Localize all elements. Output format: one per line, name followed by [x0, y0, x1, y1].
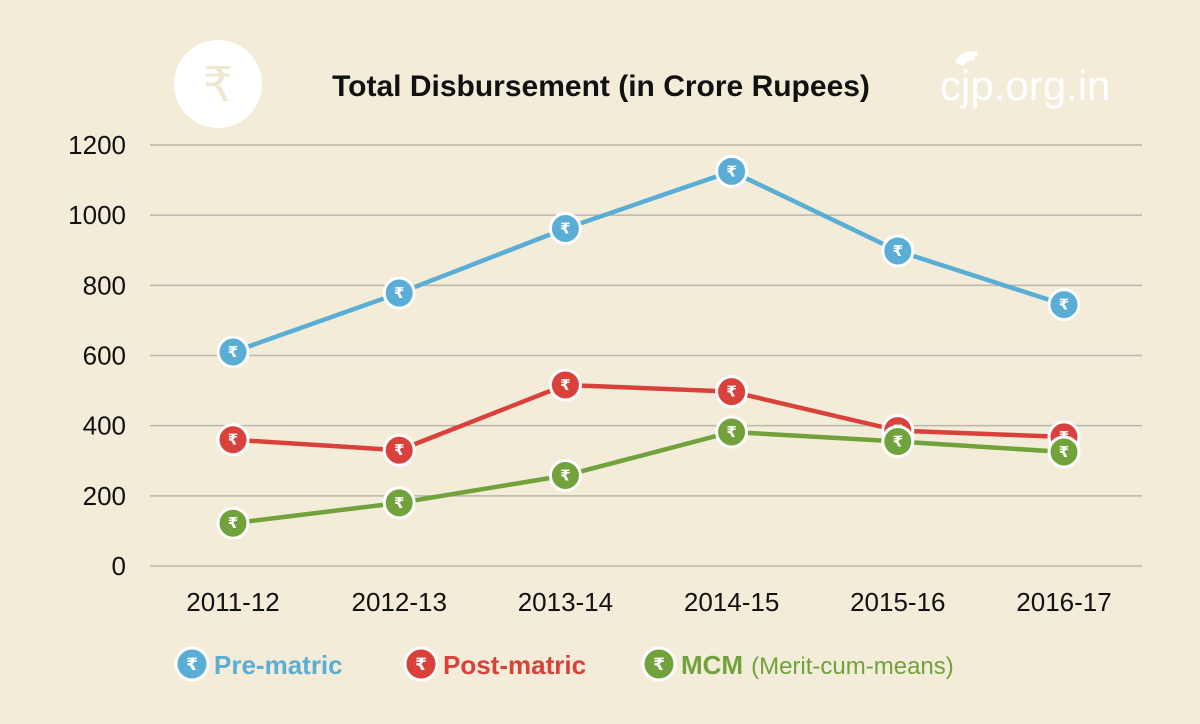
y-tick-label: 1200 [68, 130, 126, 160]
rupee-icon: ₹ [1059, 296, 1069, 314]
rupee-icon: ₹ [893, 242, 903, 260]
data-point: ₹ [548, 458, 582, 492]
rupee-icon: ₹ [394, 284, 404, 302]
data-point: ₹ [548, 211, 582, 245]
rupee-icon: ₹ [228, 514, 238, 532]
logo-text: cjp.org.in [940, 62, 1110, 109]
rupee-icon: ₹ [560, 466, 570, 484]
legend-marker [174, 646, 210, 682]
badge-circle [174, 40, 262, 128]
series-line [232, 169, 1065, 355]
legend-label: Pre-matric [214, 650, 343, 680]
series-line [232, 429, 1065, 526]
x-tick-label: 2014-15 [684, 587, 779, 617]
data-point: ₹ [382, 433, 416, 467]
y-tick-label: 200 [83, 481, 126, 511]
site-logo: cjp.org.in [940, 51, 1110, 109]
rupee-icon: ₹ [560, 219, 570, 237]
rupee-icon: ₹ [228, 343, 238, 361]
data-point: ₹ [216, 506, 250, 540]
series-pre_matric: ₹ ₹ ₹ ₹ ₹ ₹ [216, 154, 1081, 369]
data-point: ₹ [216, 335, 250, 369]
legend-marker [403, 646, 439, 682]
legend-marker [641, 646, 677, 682]
series-mcm: ₹ ₹ ₹ ₹ ₹ ₹ [216, 415, 1081, 540]
bird-icon [955, 51, 978, 66]
rupee-badge: ₹ [174, 40, 262, 128]
marker-circle [715, 415, 749, 449]
rupee-icon: ₹ [394, 494, 404, 512]
series-line [232, 382, 1065, 453]
data-point: ₹ [382, 486, 416, 520]
x-tick-label: 2013-14 [518, 587, 613, 617]
rupee-icon: ₹ [726, 423, 736, 441]
rupee-icon: ₹ [415, 655, 427, 675]
marker-circle [548, 211, 582, 245]
marker-circle [715, 154, 749, 188]
marker-circle [715, 375, 749, 409]
y-tick-label: 1000 [68, 200, 126, 230]
legend-label: MCM (Merit-cum-means) [681, 650, 954, 680]
chart-title: Total Disbursement (in Crore Rupees) [332, 70, 870, 103]
marker-circle [548, 368, 582, 402]
x-axis-ticks: 2011-12 2012-13 2013-14 2014-15 2015-16 2016-… [186, 587, 1111, 617]
legend-name: MCM [681, 650, 743, 680]
x-tick-label: 2011-12 [186, 587, 280, 617]
rupee-icon: ₹ [394, 441, 404, 459]
marker-circle [881, 234, 915, 268]
series-post_matric: ₹ ₹ ₹ ₹ ₹ ₹ [216, 368, 1081, 467]
y-axis-ticks: 0 200 400 600 800 1000 1200 [68, 130, 126, 581]
marker-circle [1047, 435, 1081, 469]
legend-name: Pre-matric [214, 650, 343, 680]
y-tick-label: 800 [83, 270, 126, 300]
rupee-icon: ₹ [228, 431, 238, 449]
rupee-icon: ₹ [560, 376, 570, 394]
data-point: ₹ [548, 368, 582, 402]
legend-name: Post-matric [443, 650, 586, 680]
data-point: ₹ [715, 375, 749, 409]
marker-circle [216, 423, 250, 457]
marker-circle [382, 433, 416, 467]
data-point: ₹ [1047, 288, 1081, 322]
y-tick-label: 400 [83, 411, 126, 441]
data-point: ₹ [715, 154, 749, 188]
rupee-icon: ₹ [726, 162, 736, 180]
marker-circle [548, 458, 582, 492]
legend-item-pre_matric: ₹ Pre-matric [174, 646, 343, 682]
rupee-icon: ₹ [203, 57, 234, 113]
rupee-icon: ₹ [893, 432, 903, 450]
legend-label: Post-matric [443, 650, 586, 680]
legend-subtitle: (Merit-cum-means) [751, 653, 954, 680]
data-point: ₹ [715, 415, 749, 449]
data-point: ₹ [382, 276, 416, 310]
marker-circle [382, 276, 416, 310]
legend: ₹ Pre-matric ₹ Post-matric ₹ MCM (Merit-cum-me… [174, 646, 954, 682]
data-point: ₹ [881, 234, 915, 268]
data-point: ₹ [1047, 435, 1081, 469]
y-tick-label: 600 [83, 341, 126, 371]
x-tick-label: 2012-13 [351, 587, 446, 617]
marker-circle [1047, 288, 1081, 322]
marker-circle [216, 506, 250, 540]
grid-lines [150, 144, 1142, 567]
x-tick-label: 2016-17 [1016, 587, 1111, 617]
rupee-icon: ₹ [1059, 443, 1069, 461]
data-point: ₹ [216, 423, 250, 457]
marker-circle [216, 335, 250, 369]
rupee-icon: ₹ [726, 383, 736, 401]
marker-circle [382, 486, 416, 520]
legend-item-mcm: ₹ MCM (Merit-cum-means) [641, 646, 954, 682]
marker-circle [881, 424, 915, 458]
rupee-icon: ₹ [186, 655, 198, 675]
y-tick-label: 0 [112, 551, 126, 581]
data-point: ₹ [881, 424, 915, 458]
rupee-icon: ₹ [653, 655, 665, 675]
legend-item-post_matric: ₹ Post-matric [403, 646, 586, 682]
x-tick-label: 2015-16 [850, 587, 945, 617]
series-group: ₹₹₹₹₹₹₹₹₹₹₹₹₹₹₹₹₹₹ [216, 154, 1081, 540]
